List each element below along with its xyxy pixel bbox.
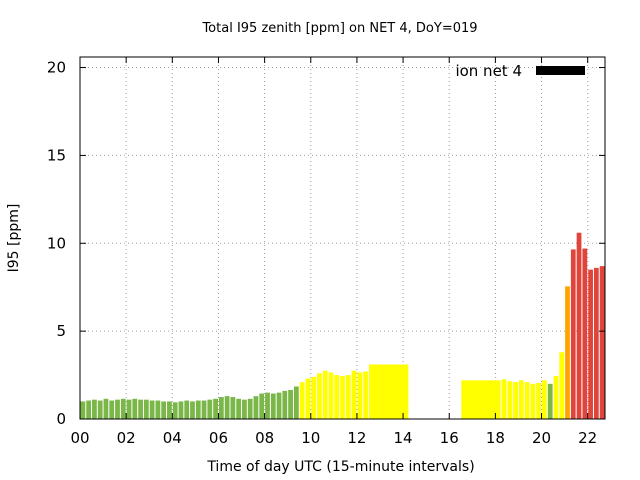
legend-label: ion net 4 bbox=[455, 62, 522, 80]
bar bbox=[253, 396, 259, 419]
bar bbox=[351, 370, 357, 419]
y-tick-label: 20 bbox=[47, 59, 66, 77]
bar bbox=[126, 399, 132, 419]
bar bbox=[570, 249, 576, 419]
x-tick-label: 16 bbox=[440, 429, 459, 447]
x-tick-label: 04 bbox=[163, 429, 182, 447]
bar bbox=[599, 266, 605, 419]
bar bbox=[103, 398, 109, 419]
bar bbox=[576, 232, 582, 419]
bar bbox=[86, 400, 92, 419]
bar bbox=[265, 392, 270, 419]
bar bbox=[547, 383, 553, 419]
chart-title: Total I95 zenith [ppm] on NET 4, DoY=019 bbox=[201, 21, 477, 36]
bar bbox=[507, 381, 513, 419]
bars bbox=[80, 232, 605, 419]
bar bbox=[201, 400, 207, 419]
bar bbox=[92, 399, 97, 419]
y-tick-label: 5 bbox=[56, 322, 66, 340]
bar bbox=[120, 398, 126, 419]
bar bbox=[536, 382, 542, 419]
bar bbox=[501, 379, 507, 419]
bar bbox=[109, 400, 115, 419]
bar bbox=[524, 382, 530, 419]
bar bbox=[242, 399, 247, 419]
bar bbox=[357, 372, 363, 419]
bar bbox=[582, 248, 588, 419]
bar bbox=[195, 400, 201, 419]
bar bbox=[565, 286, 570, 419]
x-tick-label: 10 bbox=[301, 429, 320, 447]
bar bbox=[97, 400, 103, 419]
x-tick-label: 00 bbox=[70, 429, 89, 447]
x-tick-label: 18 bbox=[486, 429, 505, 447]
x-tick-label: 12 bbox=[347, 429, 366, 447]
bar bbox=[270, 393, 276, 419]
bar bbox=[80, 401, 86, 419]
x-tick-label: 22 bbox=[578, 429, 597, 447]
y-tick-label: 0 bbox=[56, 410, 66, 428]
bar bbox=[184, 400, 190, 419]
bar bbox=[293, 386, 299, 419]
bar bbox=[282, 390, 288, 419]
bar bbox=[161, 401, 167, 419]
y-tick-label: 15 bbox=[47, 146, 66, 164]
bar bbox=[178, 401, 184, 419]
bar bbox=[230, 397, 236, 419]
bar bbox=[132, 398, 138, 419]
bar bbox=[461, 380, 501, 419]
bar bbox=[155, 400, 161, 419]
bar bbox=[138, 399, 143, 419]
bar bbox=[207, 399, 213, 419]
bar bbox=[218, 397, 224, 419]
bar bbox=[322, 370, 328, 419]
y-tick-label: 10 bbox=[47, 234, 66, 252]
bar bbox=[288, 390, 293, 419]
bar bbox=[236, 398, 242, 419]
axis-ticks: 00 02 04 06 08 10 12 14 16 18 20 22 0 5 10 15 20 bbox=[47, 57, 605, 447]
bar bbox=[345, 375, 351, 419]
bar bbox=[363, 371, 368, 419]
bar bbox=[553, 375, 559, 419]
bar bbox=[149, 400, 155, 419]
x-axis-label: Time of day UTC (15-minute intervals) bbox=[206, 459, 474, 475]
bar bbox=[190, 401, 195, 419]
bar bbox=[143, 399, 149, 419]
bar bbox=[328, 372, 334, 419]
bar bbox=[542, 380, 547, 419]
legend-swatch bbox=[536, 66, 585, 75]
bar bbox=[334, 375, 340, 419]
bar bbox=[276, 392, 282, 419]
bar bbox=[311, 376, 317, 419]
bar bbox=[530, 383, 536, 419]
x-tick-label: 02 bbox=[117, 429, 136, 447]
bar bbox=[213, 398, 218, 419]
legend: ion net 4 bbox=[455, 62, 585, 80]
bar bbox=[588, 269, 593, 419]
bar bbox=[167, 401, 172, 419]
bar bbox=[299, 382, 305, 419]
bar bbox=[259, 393, 265, 419]
x-tick-label: 20 bbox=[532, 429, 551, 447]
bar bbox=[559, 352, 565, 419]
x-tick-label: 08 bbox=[255, 429, 274, 447]
grid-lines bbox=[80, 57, 605, 419]
bar bbox=[172, 402, 178, 419]
plot-frame bbox=[79, 56, 606, 420]
bar bbox=[305, 378, 311, 419]
x-tick-label: 06 bbox=[209, 429, 228, 447]
bar bbox=[115, 399, 120, 419]
bar bbox=[513, 382, 518, 419]
bar bbox=[224, 396, 230, 419]
bar bbox=[518, 380, 524, 419]
bar bbox=[593, 267, 599, 419]
x-tick-label: 14 bbox=[394, 429, 413, 447]
bar bbox=[368, 364, 409, 419]
bar bbox=[340, 375, 345, 419]
y-axis-label: I95 [ppm] bbox=[6, 204, 22, 273]
bar bbox=[317, 373, 322, 419]
bar bbox=[247, 398, 253, 419]
